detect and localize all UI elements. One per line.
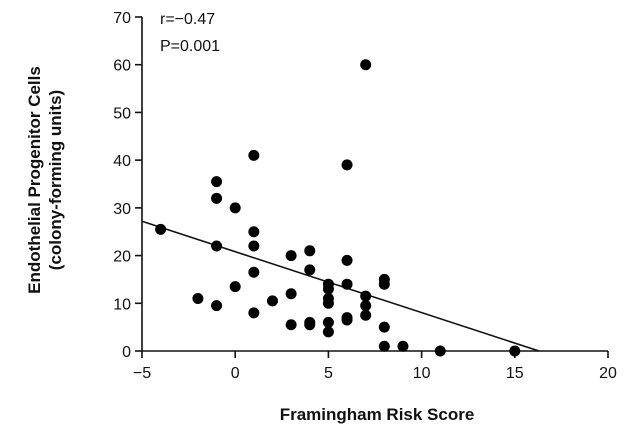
data-point xyxy=(248,240,260,252)
data-point xyxy=(360,300,372,312)
data-point xyxy=(378,321,390,333)
data-point xyxy=(360,59,372,71)
data-point xyxy=(248,266,260,278)
x-tick-label: −5 xyxy=(133,365,151,382)
y-tick-label: 50 xyxy=(113,105,131,122)
y-axis-title: Endothelial Progenitor Cells (colony-for… xyxy=(25,66,65,294)
y-axis-title-line-1: Endothelial Progenitor Cells xyxy=(25,66,44,294)
data-point xyxy=(322,283,334,295)
x-tick-label: 20 xyxy=(599,365,617,382)
data-point xyxy=(285,319,297,331)
regression-line xyxy=(141,220,540,352)
data-point xyxy=(248,226,260,238)
data-point xyxy=(285,250,297,262)
data-point xyxy=(211,240,223,252)
x-tick-label: 5 xyxy=(324,365,333,382)
data-point xyxy=(378,340,390,352)
data-point xyxy=(304,319,316,331)
x-tick-label: 0 xyxy=(231,365,240,382)
data-point xyxy=(378,278,390,290)
y-tick-label: 60 xyxy=(113,58,131,75)
data-point xyxy=(397,340,409,352)
x-axis-title: Framingham Risk Score xyxy=(280,405,475,424)
data-point xyxy=(341,159,353,171)
data-points xyxy=(155,59,521,357)
y-tick-label: 0 xyxy=(122,344,131,361)
stats-annotation: r=−0.47 P=0.001 xyxy=(160,11,220,55)
data-point xyxy=(322,316,334,328)
y-tick-label: 20 xyxy=(113,249,131,266)
data-point xyxy=(229,202,241,214)
data-point xyxy=(248,307,260,319)
data-point xyxy=(229,281,241,293)
x-tick-label: 15 xyxy=(506,365,524,382)
y-tick-label: 70 xyxy=(113,10,131,27)
y-tick-label: 40 xyxy=(113,153,131,170)
y-axis-title-line-2: (colony-forming units) xyxy=(46,90,65,270)
data-point xyxy=(509,345,521,357)
data-point xyxy=(266,295,278,307)
data-point xyxy=(434,345,446,357)
data-point xyxy=(304,245,316,257)
data-point xyxy=(322,297,334,309)
data-point xyxy=(211,176,223,188)
data-point xyxy=(341,278,353,290)
regression-line-group xyxy=(141,220,540,352)
data-point xyxy=(211,192,223,204)
y-tick-label: 10 xyxy=(113,296,131,313)
p-value-label: P=0.001 xyxy=(160,38,220,55)
data-point xyxy=(360,290,372,302)
data-point xyxy=(341,254,353,266)
x-tick-label: 10 xyxy=(413,365,431,382)
data-point xyxy=(322,326,334,338)
data-point xyxy=(341,314,353,326)
y-tick-label: 30 xyxy=(113,201,131,218)
data-point xyxy=(155,223,167,235)
data-point xyxy=(192,293,204,305)
data-point xyxy=(360,309,372,321)
data-point xyxy=(211,300,223,312)
data-point xyxy=(248,149,260,161)
data-point xyxy=(285,288,297,300)
correlation-label: r=−0.47 xyxy=(160,11,215,28)
data-point xyxy=(304,264,316,276)
